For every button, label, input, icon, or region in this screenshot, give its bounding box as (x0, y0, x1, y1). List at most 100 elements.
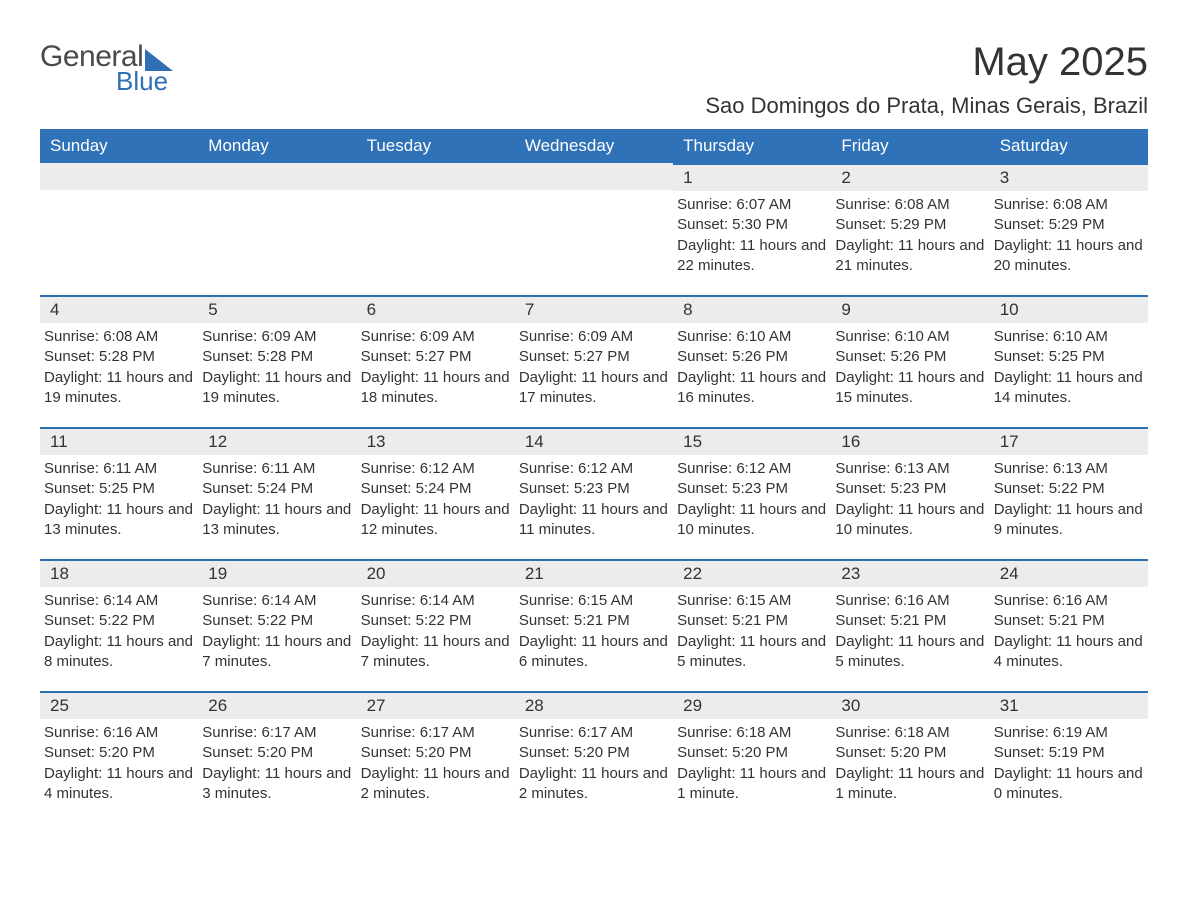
day-number-bar: 9 (831, 295, 989, 323)
day-body-empty (198, 190, 356, 295)
daylight-line: Daylight: 11 hours and 19 minutes. (44, 368, 194, 409)
day-body: Sunrise: 6:13 AMSunset: 5:22 PMDaylight:… (990, 455, 1148, 544)
day-number-bar: 30 (831, 691, 989, 719)
week-row: 25Sunrise: 6:16 AMSunset: 5:20 PMDayligh… (40, 691, 1148, 823)
day-body: Sunrise: 6:11 AMSunset: 5:25 PMDaylight:… (40, 455, 198, 544)
day-number-bar: 16 (831, 427, 989, 455)
daylight-line: Daylight: 11 hours and 12 minutes. (361, 500, 511, 541)
daylight-line: Daylight: 11 hours and 2 minutes. (361, 764, 511, 805)
weekday-header-row: SundayMondayTuesdayWednesdayThursdayFrid… (40, 129, 1148, 163)
day-cell: 11Sunrise: 6:11 AMSunset: 5:25 PMDayligh… (40, 427, 198, 559)
sunrise-line: Sunrise: 6:14 AM (44, 591, 194, 611)
sunset-line: Sunset: 5:25 PM (994, 347, 1144, 367)
day-body: Sunrise: 6:09 AMSunset: 5:27 PMDaylight:… (515, 323, 673, 412)
day-number-bar-empty (198, 163, 356, 190)
day-cell (198, 163, 356, 295)
weekday-header: Tuesday (357, 129, 515, 163)
daylight-line: Daylight: 11 hours and 13 minutes. (44, 500, 194, 541)
day-cell: 6Sunrise: 6:09 AMSunset: 5:27 PMDaylight… (357, 295, 515, 427)
day-number-bar: 27 (357, 691, 515, 719)
sunset-line: Sunset: 5:21 PM (994, 611, 1144, 631)
day-body: Sunrise: 6:10 AMSunset: 5:25 PMDaylight:… (990, 323, 1148, 412)
day-body: Sunrise: 6:15 AMSunset: 5:21 PMDaylight:… (673, 587, 831, 676)
week-row: 1Sunrise: 6:07 AMSunset: 5:30 PMDaylight… (40, 163, 1148, 295)
sunrise-line: Sunrise: 6:09 AM (361, 327, 511, 347)
day-cell: 25Sunrise: 6:16 AMSunset: 5:20 PMDayligh… (40, 691, 198, 823)
day-cell: 5Sunrise: 6:09 AMSunset: 5:28 PMDaylight… (198, 295, 356, 427)
day-number-bar: 21 (515, 559, 673, 587)
daylight-line: Daylight: 11 hours and 17 minutes. (519, 368, 669, 409)
sunrise-line: Sunrise: 6:10 AM (677, 327, 827, 347)
sunrise-line: Sunrise: 6:11 AM (44, 459, 194, 479)
day-number-bar: 6 (357, 295, 515, 323)
sunrise-line: Sunrise: 6:18 AM (677, 723, 827, 743)
day-body: Sunrise: 6:14 AMSunset: 5:22 PMDaylight:… (40, 587, 198, 676)
day-body-empty (40, 190, 198, 295)
day-body: Sunrise: 6:12 AMSunset: 5:24 PMDaylight:… (357, 455, 515, 544)
daylight-line: Daylight: 11 hours and 9 minutes. (994, 500, 1144, 541)
day-number-bar: 20 (357, 559, 515, 587)
weekday-header: Wednesday (515, 129, 673, 163)
day-number-bar: 24 (990, 559, 1148, 587)
daylight-line: Daylight: 11 hours and 19 minutes. (202, 368, 352, 409)
daylight-line: Daylight: 11 hours and 4 minutes. (44, 764, 194, 805)
day-cell: 16Sunrise: 6:13 AMSunset: 5:23 PMDayligh… (831, 427, 989, 559)
sunset-line: Sunset: 5:23 PM (677, 479, 827, 499)
sunset-line: Sunset: 5:20 PM (677, 743, 827, 763)
day-number-bar: 1 (673, 163, 831, 191)
day-cell: 18Sunrise: 6:14 AMSunset: 5:22 PMDayligh… (40, 559, 198, 691)
day-cell: 28Sunrise: 6:17 AMSunset: 5:20 PMDayligh… (515, 691, 673, 823)
logo: General Blue (40, 40, 173, 96)
day-number-bar-empty (357, 163, 515, 190)
day-cell: 27Sunrise: 6:17 AMSunset: 5:20 PMDayligh… (357, 691, 515, 823)
day-body: Sunrise: 6:13 AMSunset: 5:23 PMDaylight:… (831, 455, 989, 544)
sunrise-line: Sunrise: 6:10 AM (994, 327, 1144, 347)
daylight-line: Daylight: 11 hours and 14 minutes. (994, 368, 1144, 409)
weekday-header: Monday (198, 129, 356, 163)
day-cell: 30Sunrise: 6:18 AMSunset: 5:20 PMDayligh… (831, 691, 989, 823)
sunrise-line: Sunrise: 6:17 AM (361, 723, 511, 743)
day-body: Sunrise: 6:09 AMSunset: 5:28 PMDaylight:… (198, 323, 356, 412)
day-body: Sunrise: 6:16 AMSunset: 5:21 PMDaylight:… (990, 587, 1148, 676)
daylight-line: Daylight: 11 hours and 7 minutes. (202, 632, 352, 673)
day-body: Sunrise: 6:14 AMSunset: 5:22 PMDaylight:… (198, 587, 356, 676)
day-body: Sunrise: 6:14 AMSunset: 5:22 PMDaylight:… (357, 587, 515, 676)
sunset-line: Sunset: 5:28 PM (202, 347, 352, 367)
day-body: Sunrise: 6:08 AMSunset: 5:28 PMDaylight:… (40, 323, 198, 412)
weeks-container: 1Sunrise: 6:07 AMSunset: 5:30 PMDaylight… (40, 163, 1148, 823)
sunrise-line: Sunrise: 6:13 AM (835, 459, 985, 479)
sunset-line: Sunset: 5:22 PM (994, 479, 1144, 499)
daylight-line: Daylight: 11 hours and 6 minutes. (519, 632, 669, 673)
sunset-line: Sunset: 5:20 PM (202, 743, 352, 763)
sunset-line: Sunset: 5:21 PM (835, 611, 985, 631)
sunrise-line: Sunrise: 6:12 AM (519, 459, 669, 479)
daylight-line: Daylight: 11 hours and 3 minutes. (202, 764, 352, 805)
day-cell (40, 163, 198, 295)
day-cell: 15Sunrise: 6:12 AMSunset: 5:23 PMDayligh… (673, 427, 831, 559)
day-cell: 3Sunrise: 6:08 AMSunset: 5:29 PMDaylight… (990, 163, 1148, 295)
day-cell: 26Sunrise: 6:17 AMSunset: 5:20 PMDayligh… (198, 691, 356, 823)
day-body: Sunrise: 6:09 AMSunset: 5:27 PMDaylight:… (357, 323, 515, 412)
page-header: General Blue May 2025 Sao Domingos do Pr… (40, 40, 1148, 119)
day-cell: 31Sunrise: 6:19 AMSunset: 5:19 PMDayligh… (990, 691, 1148, 823)
day-body: Sunrise: 6:10 AMSunset: 5:26 PMDaylight:… (673, 323, 831, 412)
weekday-header: Sunday (40, 129, 198, 163)
day-body-empty (357, 190, 515, 295)
day-body: Sunrise: 6:15 AMSunset: 5:21 PMDaylight:… (515, 587, 673, 676)
week-row: 11Sunrise: 6:11 AMSunset: 5:25 PMDayligh… (40, 427, 1148, 559)
sunrise-line: Sunrise: 6:07 AM (677, 195, 827, 215)
logo-word-2: Blue (116, 66, 168, 97)
calendar: SundayMondayTuesdayWednesdayThursdayFrid… (40, 129, 1148, 823)
day-number-bar: 2 (831, 163, 989, 191)
sunrise-line: Sunrise: 6:17 AM (519, 723, 669, 743)
sunset-line: Sunset: 5:29 PM (835, 215, 985, 235)
sunrise-line: Sunrise: 6:16 AM (835, 591, 985, 611)
day-number-bar: 15 (673, 427, 831, 455)
day-cell (357, 163, 515, 295)
day-body: Sunrise: 6:11 AMSunset: 5:24 PMDaylight:… (198, 455, 356, 544)
sunrise-line: Sunrise: 6:18 AM (835, 723, 985, 743)
day-number-bar: 12 (198, 427, 356, 455)
daylight-line: Daylight: 11 hours and 5 minutes. (677, 632, 827, 673)
daylight-line: Daylight: 11 hours and 11 minutes. (519, 500, 669, 541)
daylight-line: Daylight: 11 hours and 16 minutes. (677, 368, 827, 409)
